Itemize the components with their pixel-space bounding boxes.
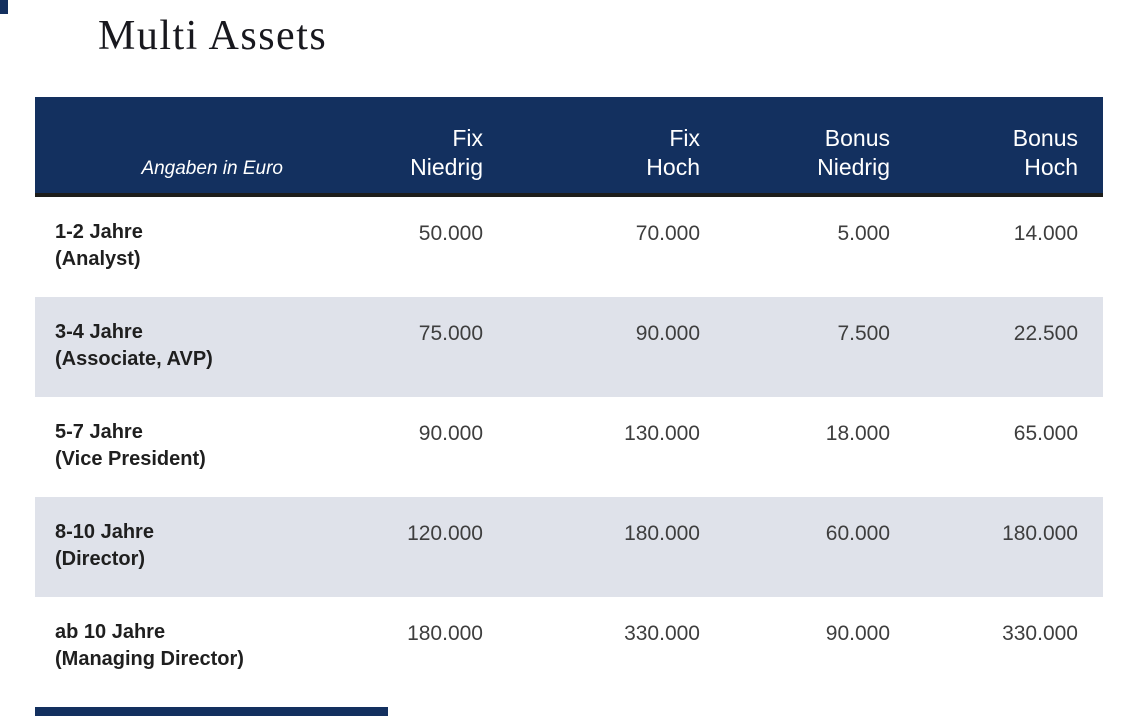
row-label-years: 5-7 Jahre xyxy=(55,421,143,443)
cell-fix-niedrig: 75.000 xyxy=(418,322,483,345)
cell-bonus-hoch: 22.500 xyxy=(1013,322,1078,345)
table-corner-label: Angaben in Euro xyxy=(141,158,283,179)
table-row: 5-7 Jahre (Vice President) 90.000 130.00… xyxy=(35,397,1103,497)
column-header-line: Niedrig xyxy=(817,154,890,180)
column-header-line: Fix xyxy=(669,125,700,151)
row-label-years: 8-10 Jahre xyxy=(55,521,154,543)
next-table-header-sliver xyxy=(35,707,388,716)
row-label-years: 1-2 Jahre xyxy=(55,221,143,243)
row-label: 5-7 Jahre (Vice President) xyxy=(35,397,295,497)
column-header-bonus-niedrig: Bonus Niedrig xyxy=(725,97,915,193)
column-header-line: Bonus xyxy=(824,125,890,151)
row-label-role: (Analyst) xyxy=(55,248,141,270)
column-header-line: Hoch xyxy=(646,154,700,180)
cell-bonus-niedrig: 90.000 xyxy=(825,622,890,645)
cell-bonus-niedrig: 5.000 xyxy=(837,222,890,245)
row-label-role: (Managing Director) xyxy=(55,648,244,670)
row-label: 8-10 Jahre (Director) xyxy=(35,497,295,597)
column-header-fix-niedrig: Fix Niedrig xyxy=(295,97,508,193)
cropped-element-sliver-top-left xyxy=(0,0,8,14)
row-label: 3-4 Jahre (Associate, AVP) xyxy=(35,297,295,397)
row-label-years: 3-4 Jahre xyxy=(55,321,143,343)
cell-bonus-niedrig: 7.500 xyxy=(837,322,890,345)
row-label-role: (Vice President) xyxy=(55,448,206,470)
table-row: ab 10 Jahre (Managing Director) 180.000 … xyxy=(35,597,1103,697)
cell-fix-hoch: 70.000 xyxy=(635,222,700,245)
cell-fix-niedrig: 180.000 xyxy=(407,622,483,645)
cell-bonus-niedrig: 18.000 xyxy=(825,422,890,445)
column-header-line: Bonus xyxy=(1012,125,1078,151)
table-row: 3-4 Jahre (Associate, AVP) 75.000 90.000… xyxy=(35,297,1103,397)
row-label: 1-2 Jahre (Analyst) xyxy=(35,197,295,297)
table-row: 1-2 Jahre (Analyst) 50.000 70.000 5.000 … xyxy=(35,197,1103,297)
row-label-role: (Associate, AVP) xyxy=(55,348,213,370)
column-header-line: Niedrig xyxy=(410,154,483,180)
salary-table: Angaben in Euro Fix Niedrig Fix Hoch Bon… xyxy=(35,97,1103,697)
table-header-row: Angaben in Euro Fix Niedrig Fix Hoch Bon… xyxy=(35,97,1103,197)
table-row: 8-10 Jahre (Director) 120.000 180.000 60… xyxy=(35,497,1103,597)
column-header-line: Hoch xyxy=(1024,154,1078,180)
cell-fix-niedrig: 120.000 xyxy=(407,522,483,545)
cell-bonus-niedrig: 60.000 xyxy=(825,522,890,545)
column-header-line: Fix xyxy=(452,125,483,151)
cell-bonus-hoch: 330.000 xyxy=(1002,622,1078,645)
row-label: ab 10 Jahre (Managing Director) xyxy=(35,597,295,697)
cell-fix-hoch: 130.000 xyxy=(624,422,700,445)
cell-fix-niedrig: 90.000 xyxy=(418,422,483,445)
cell-bonus-hoch: 65.000 xyxy=(1013,422,1078,445)
column-header-fix-hoch: Fix Hoch xyxy=(508,97,725,193)
cell-fix-niedrig: 50.000 xyxy=(418,222,483,245)
row-label-role: (Director) xyxy=(55,548,146,570)
row-label-years: ab 10 Jahre xyxy=(55,621,166,643)
cell-fix-hoch: 180.000 xyxy=(624,522,700,545)
page-title: Multi Assets xyxy=(98,13,328,59)
cell-fix-hoch: 330.000 xyxy=(624,622,700,645)
cell-bonus-hoch: 180.000 xyxy=(1002,522,1078,545)
cell-bonus-hoch: 14.000 xyxy=(1013,222,1078,245)
cell-fix-hoch: 90.000 xyxy=(635,322,700,345)
column-header-bonus-hoch: Bonus Hoch xyxy=(915,97,1103,193)
